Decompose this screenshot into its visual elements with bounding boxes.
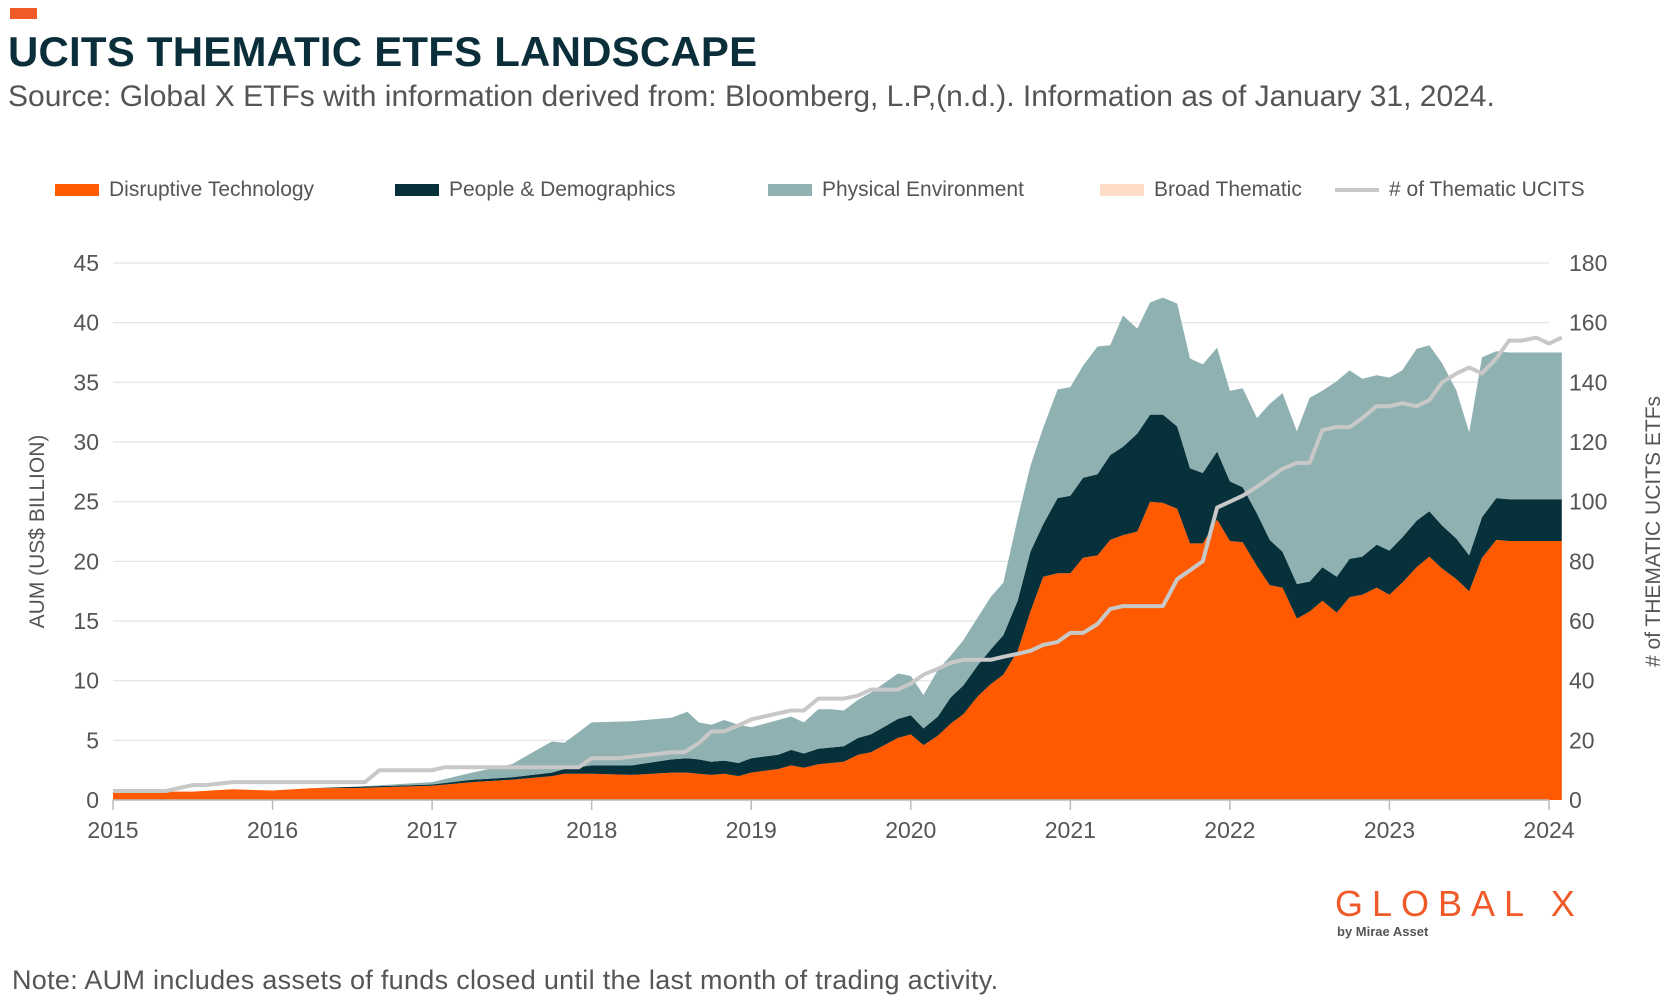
y-tick-label: 20 <box>73 548 99 574</box>
area-people-demographics <box>113 414 1562 793</box>
x-tick-label: 2018 <box>566 817 617 843</box>
accent-bar <box>10 8 37 19</box>
legend-item-broad-thematic: Broad Thematic <box>1100 172 1302 208</box>
page-title: UCITS THEMATIC ETFS LANDSCAPE <box>8 28 758 75</box>
x-tick-label: 2024 <box>1523 817 1574 843</box>
x-tick-label: 2020 <box>885 817 936 843</box>
y2-tick-label: 40 <box>1569 668 1595 694</box>
chart-legend: Disruptive Technology People & Demograph… <box>0 172 1667 212</box>
legend-item-physical-environment: Physical Environment <box>768 172 1024 208</box>
y-tick-label: 35 <box>73 369 99 395</box>
logo-wordmark: GLOBAL X <box>1335 883 1584 924</box>
legend-item-people-demographics: People & Demographics <box>395 172 675 208</box>
y-tick-label: 45 <box>73 250 99 276</box>
y-tick-label: 15 <box>73 608 99 634</box>
y2-tick-label: 140 <box>1569 369 1607 395</box>
y-tick-label: 25 <box>73 489 99 515</box>
y-tick-label: 40 <box>73 310 99 336</box>
y-tick-label: 0 <box>86 787 99 813</box>
legend-label-disruptive-technology: Disruptive Technology <box>109 178 315 201</box>
legend-line-thematic-ucits-count <box>1335 188 1379 192</box>
legend-label-thematic-ucits-count: # of Thematic UCITS <box>1389 178 1585 201</box>
legend-swatch-physical-environment <box>768 184 812 196</box>
y2-tick-label: 60 <box>1569 608 1595 634</box>
x-tick-label: 2019 <box>726 817 777 843</box>
x-tick-label: 2023 <box>1364 817 1415 843</box>
area-disruptive-technology <box>113 501 1562 800</box>
legend-swatch-broad-thematic <box>1100 184 1144 196</box>
line-thematic-ucits-count <box>113 335 1563 793</box>
logo-subtext: by Mirae Asset <box>1337 924 1429 939</box>
area-physical-environment <box>113 297 1562 793</box>
legend-item-disruptive-technology: Disruptive Technology <box>55 172 314 208</box>
y2-tick-label: 120 <box>1569 429 1607 455</box>
legend-label-broad-thematic: Broad Thematic <box>1154 178 1302 201</box>
y-tick-label: 5 <box>86 727 99 753</box>
legend-label-people-demographics: People & Demographics <box>449 178 676 201</box>
source-subtitle: Source: Global X ETFs with information d… <box>8 80 1495 113</box>
legend-swatch-disruptive-technology <box>55 184 99 196</box>
y2-tick-label: 160 <box>1569 310 1607 336</box>
x-tick-label: 2016 <box>247 817 298 843</box>
legend-swatch-people-demographics <box>395 184 439 196</box>
legend-item-thematic-ucits-count: # of Thematic UCITS <box>1335 172 1585 208</box>
y2-axis-title: # of THEMATIC UCITS ETFs <box>1642 396 1665 667</box>
footnote: Note: AUM includes assets of funds close… <box>12 965 999 995</box>
x-tick-label: 2022 <box>1204 817 1255 843</box>
y2-tick-label: 100 <box>1569 489 1607 515</box>
y2-tick-label: 180 <box>1569 250 1607 276</box>
x-tick-label: 2015 <box>87 817 138 843</box>
x-tick-label: 2021 <box>1045 817 1096 843</box>
y-tick-label: 30 <box>73 429 99 455</box>
global-x-logo: GLOBAL X by Mirae Asset <box>1335 883 1584 940</box>
y2-tick-label: 0 <box>1569 787 1582 813</box>
legend-label-physical-environment: Physical Environment <box>822 178 1024 201</box>
y2-tick-label: 20 <box>1569 727 1595 753</box>
x-tick-label: 2017 <box>407 817 458 843</box>
y-tick-label: 10 <box>73 668 99 694</box>
y-axis-title: AUM (US$ BILLION) <box>26 435 49 629</box>
y2-tick-label: 80 <box>1569 548 1595 574</box>
